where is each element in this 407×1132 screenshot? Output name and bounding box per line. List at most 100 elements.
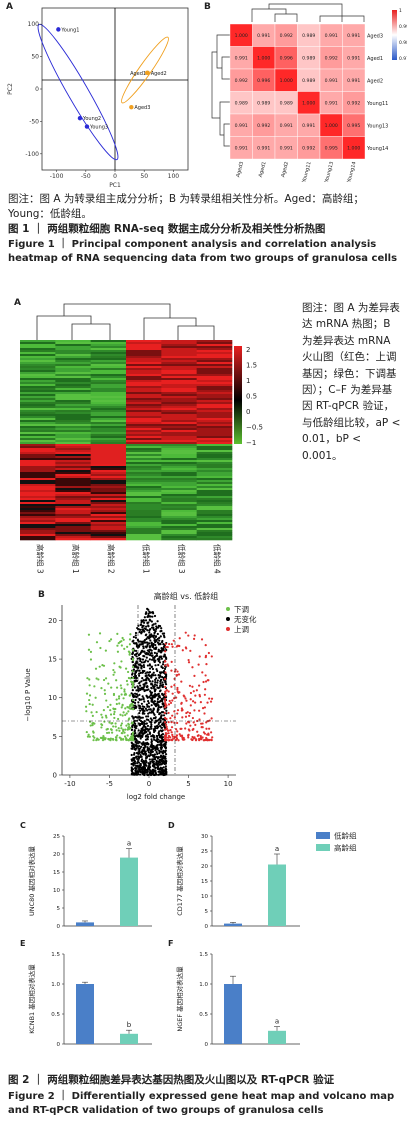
expr-cell <box>90 360 127 363</box>
expr-cell <box>161 456 197 459</box>
volcano-point-down <box>124 713 127 717</box>
bar-ytick-label: 20 <box>53 852 60 858</box>
corr-scale-label: 0.97 <box>399 56 407 62</box>
volcano-point <box>154 725 157 728</box>
volcano-point-down <box>88 694 92 697</box>
expr-cell <box>20 342 56 345</box>
expr-cell <box>161 458 197 461</box>
volcano-point-down <box>107 731 111 734</box>
expr-cell <box>55 436 91 439</box>
corr-cell-value: 0.992 <box>347 101 360 107</box>
expr-scale-label: 1.5 <box>246 362 257 370</box>
expr-cell <box>20 536 56 539</box>
volcano-point <box>142 679 145 682</box>
expr-cell <box>20 440 56 443</box>
volcano-point <box>144 645 147 648</box>
volcano-point-down <box>92 739 95 742</box>
volcano-point-up <box>210 738 213 741</box>
volcano-point <box>162 723 166 726</box>
volcano-point <box>149 752 152 756</box>
expr-cell <box>55 386 91 389</box>
expr-cell <box>55 370 91 373</box>
expr-cell <box>90 508 127 511</box>
volcano-ytick-label: 5 <box>53 733 57 741</box>
volcano-point <box>139 623 142 627</box>
volcano-point-up <box>164 650 167 653</box>
expr-cell <box>161 348 197 351</box>
expr-cell <box>20 514 56 517</box>
volcano-point <box>142 664 145 667</box>
volcano-point <box>156 766 159 769</box>
expr-cell <box>55 494 91 497</box>
pca-ytick-label: -50 <box>29 118 39 125</box>
volcano-point <box>157 659 160 663</box>
volcano-point <box>147 754 150 757</box>
expr-cell <box>161 500 197 503</box>
expr-cell <box>55 504 91 507</box>
volcano-point-down <box>125 738 128 741</box>
expr-cell <box>161 506 197 509</box>
volcano-point-down <box>100 687 103 690</box>
volcano-point-up <box>180 709 183 712</box>
volcano-point <box>146 607 149 610</box>
volcano-point <box>153 703 156 706</box>
volcano-point <box>159 625 162 628</box>
volcano-point <box>150 700 153 703</box>
volcano-point-up <box>191 666 194 669</box>
volcano-point-down <box>87 733 90 736</box>
volcano-point <box>145 760 148 764</box>
volcano-point <box>141 658 145 661</box>
volcano-point <box>150 620 153 623</box>
expr-col-label: 高龄组 2 <box>106 544 116 574</box>
volcano-point-up <box>193 709 196 712</box>
volcano-point <box>148 695 151 698</box>
volcano-point <box>146 733 149 736</box>
expr-cell <box>90 506 127 509</box>
expr-cell <box>55 444 91 447</box>
corr-cell-value: 0.991 <box>302 123 315 129</box>
volcano-point <box>164 753 168 756</box>
expr-cell <box>126 390 162 393</box>
volcano-point-up <box>168 642 171 646</box>
volcano-point-up <box>164 685 167 688</box>
volcano-point <box>131 652 134 655</box>
bar-ytick-label: 10 <box>201 894 208 900</box>
volcano-point-up <box>187 728 190 731</box>
bar-legend-swatch <box>316 832 330 839</box>
expr-cell <box>55 514 91 517</box>
expr-cell <box>161 352 197 355</box>
volcano-point-up <box>210 731 213 734</box>
expr-cell <box>20 466 56 469</box>
expr-cell <box>126 534 162 537</box>
expr-cell <box>90 342 127 345</box>
expr-col-label: 低龄组 4 <box>212 544 222 574</box>
expr-cell <box>55 360 91 363</box>
bar <box>120 857 138 926</box>
expr-cell <box>90 404 127 407</box>
corr-row-label: Aged1 <box>367 56 383 62</box>
expr-cell <box>126 436 162 439</box>
expr-cell <box>20 368 56 371</box>
volcano-point <box>143 748 146 752</box>
corr-cell-value: 0.989 <box>302 33 315 39</box>
expr-cell <box>161 366 197 369</box>
volcano-point <box>134 671 138 674</box>
expr-cell <box>161 404 197 407</box>
fig1-note: 图注：图 A 为转录组主成分分析；B 为转录组相关性分析。Aged：高龄组；Yo… <box>8 193 364 220</box>
volcano-point-down <box>85 710 88 713</box>
expr-cell <box>196 452 233 455</box>
expr-cell <box>126 352 162 355</box>
volcano-point-up <box>208 727 211 730</box>
volcano-point-down <box>105 716 108 719</box>
volcano-point <box>144 672 147 675</box>
pca-point <box>84 124 90 129</box>
expr-cell <box>161 436 197 439</box>
volcano-point <box>134 698 137 702</box>
expr-cell <box>90 390 127 393</box>
bar-ytick-label: 1.0 <box>51 982 60 988</box>
corr-cell-value: 1.000 <box>325 123 338 129</box>
volcano-point <box>155 677 158 680</box>
volcano-point <box>144 753 147 757</box>
volcano-point <box>146 621 149 624</box>
volcano-point <box>162 749 165 752</box>
